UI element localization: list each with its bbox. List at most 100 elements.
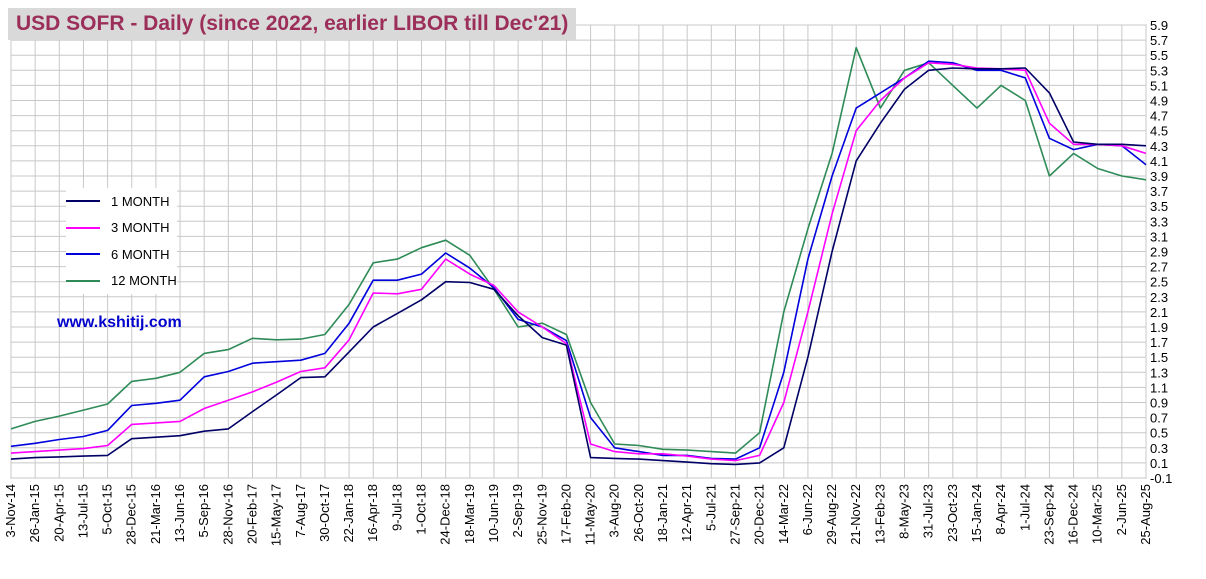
y-tick-label: 5.7 (1150, 33, 1168, 48)
legend-swatch-1-month (66, 200, 100, 203)
x-tick-label: 15-May-17 (269, 484, 284, 546)
y-tick-label: 4.5 (1150, 124, 1168, 139)
x-tick-label: 12-Apr-21 (679, 484, 694, 542)
series-line-3-month (10, 61, 1147, 462)
horizontal-gridlines (11, 24, 1146, 479)
legend-item-3-month: 3 MONTH (66, 215, 177, 242)
x-tick-label: 23-Oct-23 (945, 484, 960, 542)
legend-item-12-month: 12 MONTH (66, 268, 177, 295)
x-tick-label: 20-Apr-15 (51, 484, 66, 542)
y-tick-label: 2.5 (1150, 275, 1168, 290)
x-tick-label: 9-Jul-18 (389, 484, 404, 531)
x-axis-tick-labels: 3-Nov-14 26-Jan-15 20-Apr-15 13-Jul-15 5-Oct… (3, 484, 1153, 546)
x-tick-label: 25-Nov-19 (534, 484, 549, 545)
x-tick-label: 13-Feb-23 (872, 484, 887, 544)
y-tick-label: 3.5 (1150, 199, 1168, 214)
x-tick-label: 13-Jun-16 (172, 484, 187, 543)
x-tick-label: 2-Jun-25 (1114, 484, 1129, 535)
x-tick-label: 28-Dec-15 (124, 484, 139, 545)
x-tick-label: 6-Jun-22 (800, 484, 815, 535)
legend-label-12-month: 12 MONTH (111, 273, 177, 289)
legend-label-1-month: 1 MONTH (111, 193, 170, 209)
y-tick-label: 5.1 (1150, 78, 1168, 93)
x-tick-label: 11-May-20 (583, 484, 598, 545)
y-tick-label: 1.7 (1150, 335, 1168, 350)
legend-label-6-month: 6 MONTH (111, 246, 170, 262)
x-tick-label: 31-Jul-23 (921, 484, 936, 538)
x-tick-label: 10-Jun-19 (486, 484, 501, 543)
x-tick-label: 24-Dec-18 (438, 484, 453, 545)
y-tick-label: 4.1 (1150, 154, 1168, 169)
y-axis-tick-labels: 5.95.75.55.35.14.94.74.54.34.13.93.73.53… (1150, 18, 1172, 486)
y-tick-label: 0.1 (1150, 456, 1168, 471)
x-tick-label: 18-Jan-21 (655, 484, 670, 543)
chart-title: USD SOFR - Daily (since 2022, earlier LI… (8, 8, 577, 40)
y-tick-label: 3.1 (1150, 229, 1168, 244)
y-tick-label: 0.5 (1150, 426, 1168, 441)
x-tick-label: 5-Oct-15 (100, 484, 115, 535)
x-tick-label: 5-Sep-16 (196, 484, 211, 537)
x-tick-label: 25-Aug-25 (1138, 484, 1153, 545)
x-tick-label: 8-Apr-24 (993, 484, 1008, 535)
x-tick-label: 3-Aug-20 (607, 484, 622, 537)
x-tick-label: 21-Mar-16 (148, 484, 163, 544)
legend-swatch-12-month (66, 279, 100, 282)
x-tick-label: 30-Oct-17 (317, 484, 332, 542)
x-tick-label: 26-Oct-20 (631, 484, 646, 542)
y-tick-label: -0.1 (1150, 471, 1172, 486)
x-tick-label: 16-Dec-24 (1066, 484, 1081, 545)
x-tick-label: 8-May-23 (897, 484, 912, 539)
website-watermark[interactable]: www.kshitij.com (57, 314, 182, 331)
legend-swatch-6-month (66, 253, 100, 256)
y-tick-label: 2.1 (1150, 305, 1168, 320)
x-tick-label: 13-Jul-15 (75, 484, 90, 538)
x-tick-label: 15-Jan-24 (969, 484, 984, 543)
series-lines (10, 46, 1147, 466)
legend-swatch-3-month (66, 226, 100, 229)
x-tick-label: 23-Sep-24 (1041, 484, 1056, 545)
y-tick-label: 3.3 (1150, 214, 1168, 229)
y-tick-label: 0.7 (1150, 411, 1168, 426)
x-tick-label: 10-Mar-25 (1090, 484, 1105, 544)
legend-label-3-month: 3 MONTH (111, 220, 170, 236)
y-tick-label: 3.7 (1150, 184, 1168, 199)
y-tick-label: 2.9 (1150, 245, 1168, 260)
x-tick-label: 29-Aug-22 (824, 484, 839, 545)
legend-item-1-month: 1 MONTH (66, 188, 177, 215)
x-tick-label: 3-Nov-14 (3, 484, 18, 537)
y-tick-label: 1.5 (1150, 350, 1168, 365)
x-tick-label: 18-Mar-19 (462, 484, 477, 544)
legend: 1 MONTH 3 MONTH 6 MONTH 12 MONTH (66, 188, 177, 294)
y-tick-label: 0.9 (1150, 396, 1168, 411)
x-tick-label: 20-Feb-17 (244, 484, 259, 544)
y-tick-label: 1.9 (1150, 320, 1168, 335)
y-tick-label: 1.1 (1150, 380, 1168, 395)
y-tick-label: 2.3 (1150, 290, 1168, 305)
y-tick-label: 4.3 (1150, 139, 1168, 154)
y-tick-label: 5.3 (1150, 63, 1168, 78)
y-tick-label: 5.9 (1150, 18, 1168, 33)
y-tick-label: 4.9 (1150, 94, 1168, 109)
x-tick-label: 1-Jul-24 (1017, 484, 1032, 531)
x-tick-label: 20-Dec-21 (752, 484, 767, 545)
x-tick-label: 14-Mar-22 (776, 484, 791, 544)
y-tick-label: 2.7 (1150, 260, 1168, 275)
x-tick-label: 21-Nov-22 (848, 484, 863, 545)
x-tick-label: 1-Oct-18 (414, 484, 429, 535)
series-line-12-month (10, 46, 1147, 454)
x-tick-label: 16-Apr-18 (365, 484, 380, 542)
x-tick-label: 2-Sep-19 (510, 484, 525, 537)
x-tick-label: 26-Jan-15 (27, 484, 42, 543)
x-tick-label: 28-Nov-16 (220, 484, 235, 545)
x-tick-label: 22-Jan-18 (341, 484, 356, 543)
series-line-6-month (10, 60, 1147, 460)
y-tick-label: 1.3 (1150, 365, 1168, 380)
y-tick-label: 5.5 (1150, 48, 1168, 63)
series-line-1-month (10, 67, 1147, 466)
x-tick-label: 27-Sep-21 (727, 484, 742, 545)
y-tick-label: 3.9 (1150, 169, 1168, 184)
x-tick-label: 5-Jul-21 (703, 484, 718, 531)
x-tick-label: 17-Feb-20 (558, 484, 573, 544)
y-tick-label: 0.3 (1150, 441, 1168, 456)
